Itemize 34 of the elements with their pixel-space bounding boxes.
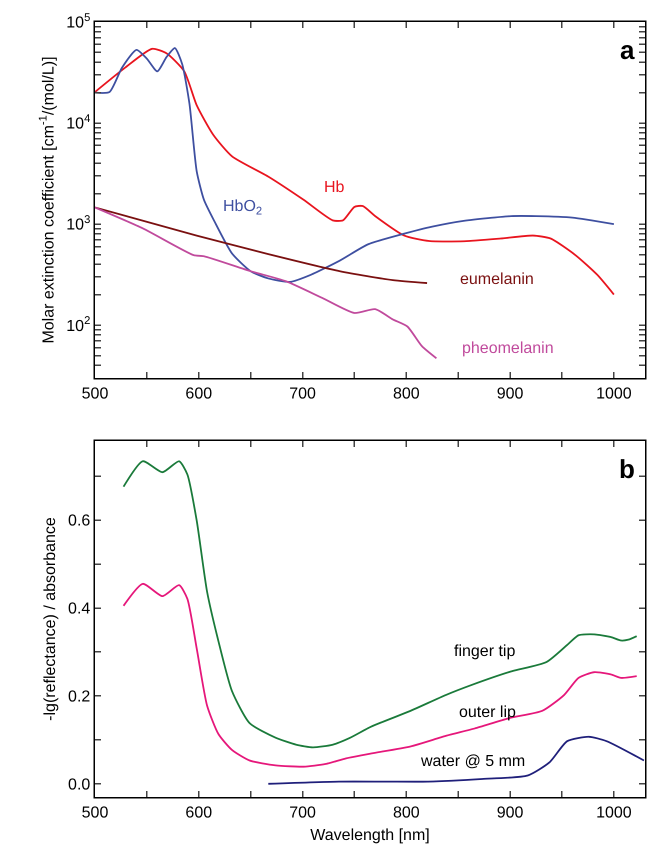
- x-tick-label: 500: [82, 386, 108, 403]
- x-tick-label: 700: [289, 386, 316, 403]
- y-tick-label: 10$^{3}$: [66, 214, 90, 234]
- x-tick-label: 900: [496, 804, 524, 822]
- series-label: Hb: [324, 179, 345, 196]
- y-tick-label: 0.4: [68, 600, 90, 618]
- y-tick-label: 10$^{2}$: [66, 315, 90, 335]
- text: eumelanin: [460, 271, 534, 288]
- x-tick-label: 800: [392, 386, 420, 403]
- y-axis-title: -lg(reflectance) / absorbance: [42, 517, 60, 721]
- x-tick-label: 500: [82, 804, 108, 822]
- series-label: finger tip: [454, 643, 516, 660]
- y-tick-label: 10$^{4}$: [66, 112, 90, 133]
- line-series: [267, 736, 645, 785]
- y-tick-label: 10$^{5}$: [66, 12, 90, 32]
- annotation: a: [620, 35, 635, 65]
- y-tick-label: 0.2: [68, 688, 90, 706]
- x-tick-label: 1000: [596, 804, 632, 822]
- x-axis-title: Wavelength [nm]: [310, 827, 430, 844]
- y-tick-label: 0.0: [68, 776, 90, 794]
- x-tick-label: 1000: [596, 386, 632, 403]
- series-label: outer lip: [459, 704, 516, 721]
- x-tick-label: 600: [185, 804, 212, 822]
- series-label: pheomelanin: [462, 340, 554, 357]
- series-label: HbO$_{2}$: [223, 198, 262, 218]
- x-tick-label: 800: [392, 804, 420, 822]
- x-tick-label: 900: [496, 386, 524, 403]
- series-label: water @ 5 mm: [420, 753, 526, 770]
- line-series: [122, 582, 638, 768]
- line-series: [122, 460, 638, 748]
- y-tick-label: 0.6: [68, 512, 90, 530]
- x-tick-label: 700: [289, 804, 316, 822]
- x-tick-label: 600: [185, 386, 212, 403]
- annotation: b: [619, 454, 635, 484]
